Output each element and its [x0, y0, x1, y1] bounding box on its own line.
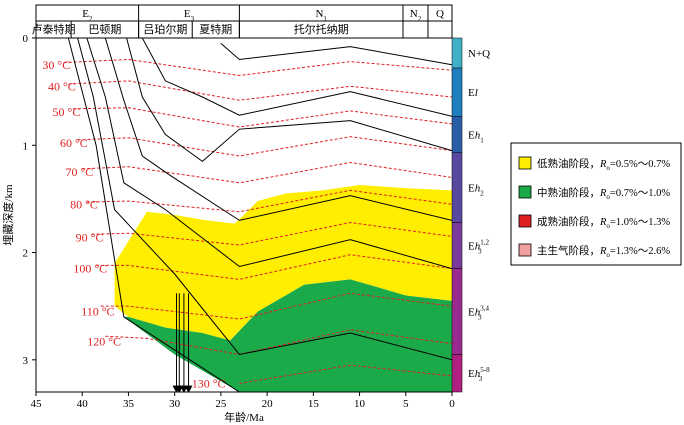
- isotherm-label: 50 °C: [53, 105, 81, 119]
- isotherm-label: 70 °C: [66, 165, 94, 179]
- isotherm-label: 100 °C: [73, 262, 107, 276]
- burial-curve: [86, 38, 452, 270]
- low-mature-zone: [114, 184, 452, 341]
- isotherm-line: [82, 161, 452, 184]
- isotherm-line: [91, 222, 452, 246]
- strat-layer-label: Eh1,2 3: [468, 239, 489, 256]
- strat-layer-label: Eh2: [468, 183, 484, 198]
- strat-layer-label: N+Q: [468, 48, 490, 60]
- y-tick-label: 2: [23, 248, 29, 260]
- strat-layer-label: El: [468, 87, 478, 99]
- stage-label: 托尔托纳期: [294, 22, 349, 36]
- strat-layer-label: Eh1: [468, 130, 484, 145]
- legend-entry: 低熟油阶段，Ro=0.5%～0.7%: [537, 157, 670, 172]
- y-axis-label: 埋藏深度/km: [1, 184, 15, 246]
- burial-curve: [104, 38, 452, 221]
- x-tick-label: 20: [262, 398, 274, 410]
- legend-swatch: [518, 243, 532, 257]
- epoch-label: Q: [436, 8, 444, 20]
- x-tick-label: 0: [449, 398, 455, 410]
- burial-curve: [67, 38, 240, 392]
- strat-layer: [451, 354, 463, 393]
- isotherm-label: 130 °C: [192, 376, 226, 390]
- stage-label: 巴顿期: [88, 22, 121, 36]
- legend-swatch: [518, 156, 532, 170]
- y-tick-label: 1: [23, 140, 29, 152]
- strat-layer: [451, 37, 463, 69]
- burial-curve: [126, 38, 452, 163]
- isotherm-line: [63, 58, 452, 77]
- isotherm-line: [239, 364, 452, 384]
- x-tick-label: 30: [169, 398, 181, 410]
- stage-label: 夏特期: [199, 22, 232, 36]
- isotherm-label: 90 °C: [76, 231, 104, 245]
- epoch-label: N1: [315, 8, 327, 23]
- isotherm-line: [86, 189, 452, 213]
- isotherm-label: 30 °C: [42, 58, 70, 72]
- legend-entry: 主生气阶段，Ro=1.3%～2.6%: [537, 244, 670, 259]
- strat-layer: [451, 268, 463, 355]
- x-tick-label: 35: [123, 398, 135, 410]
- plot-area: [63, 38, 452, 392]
- y-tick-label: 0: [23, 33, 29, 45]
- x-tick-label: 45: [31, 398, 43, 410]
- x-tick-label: 15: [308, 398, 320, 410]
- strat-layer-label: Eh3,4 3: [468, 305, 489, 322]
- isotherm-line: [100, 292, 452, 320]
- mid-mature-zone: [123, 279, 452, 392]
- legend-swatch: [518, 185, 532, 199]
- x-tick-label: 40: [77, 398, 89, 410]
- strat-layer-label: Eh5-8 3: [468, 366, 490, 383]
- x-tick-label: 10: [354, 398, 366, 410]
- burial-curve: [77, 38, 452, 361]
- stage-label: 卢泰特期: [32, 22, 76, 36]
- isotherm-label: 120 °C: [87, 335, 121, 349]
- isotherm-label: 60 °C: [60, 136, 88, 150]
- epoch-label: E3: [184, 8, 195, 23]
- isotherm-line: [77, 136, 452, 157]
- burial-curve: [141, 38, 452, 117]
- strat-layer: [451, 116, 463, 154]
- legend-entry: 成熟油阶段，Ro=1.0%～1.3%: [537, 215, 670, 230]
- isotherm-line: [96, 254, 452, 280]
- x-tick-label: 25: [215, 398, 227, 410]
- epoch-label: E2: [82, 8, 93, 23]
- strat-layer: [451, 67, 463, 117]
- legend-entry: 中熟油阶段，Ro=0.7%～1.0%: [537, 186, 670, 201]
- y-tick-label: 3: [23, 355, 29, 367]
- sample-arrow: [184, 385, 193, 392]
- isotherm-line: [72, 107, 452, 128]
- isotherm-label: 80 °C: [70, 197, 98, 211]
- x-tick-label: 5: [403, 398, 409, 410]
- burial-curve: [220, 42, 452, 66]
- strat-layer: [451, 152, 463, 223]
- isotherm-label: 110 °C: [81, 305, 114, 319]
- isotherm-line: [68, 80, 452, 101]
- strat-layer: [451, 222, 463, 269]
- isotherm-label: 40 °C: [48, 79, 76, 93]
- epoch-label: N2: [410, 8, 422, 23]
- legend-swatch: [518, 214, 532, 228]
- legend-box: [510, 142, 682, 266]
- stage-label: 吕珀尔期: [143, 22, 187, 36]
- x-axis-label: 年龄/Ma: [224, 410, 264, 424]
